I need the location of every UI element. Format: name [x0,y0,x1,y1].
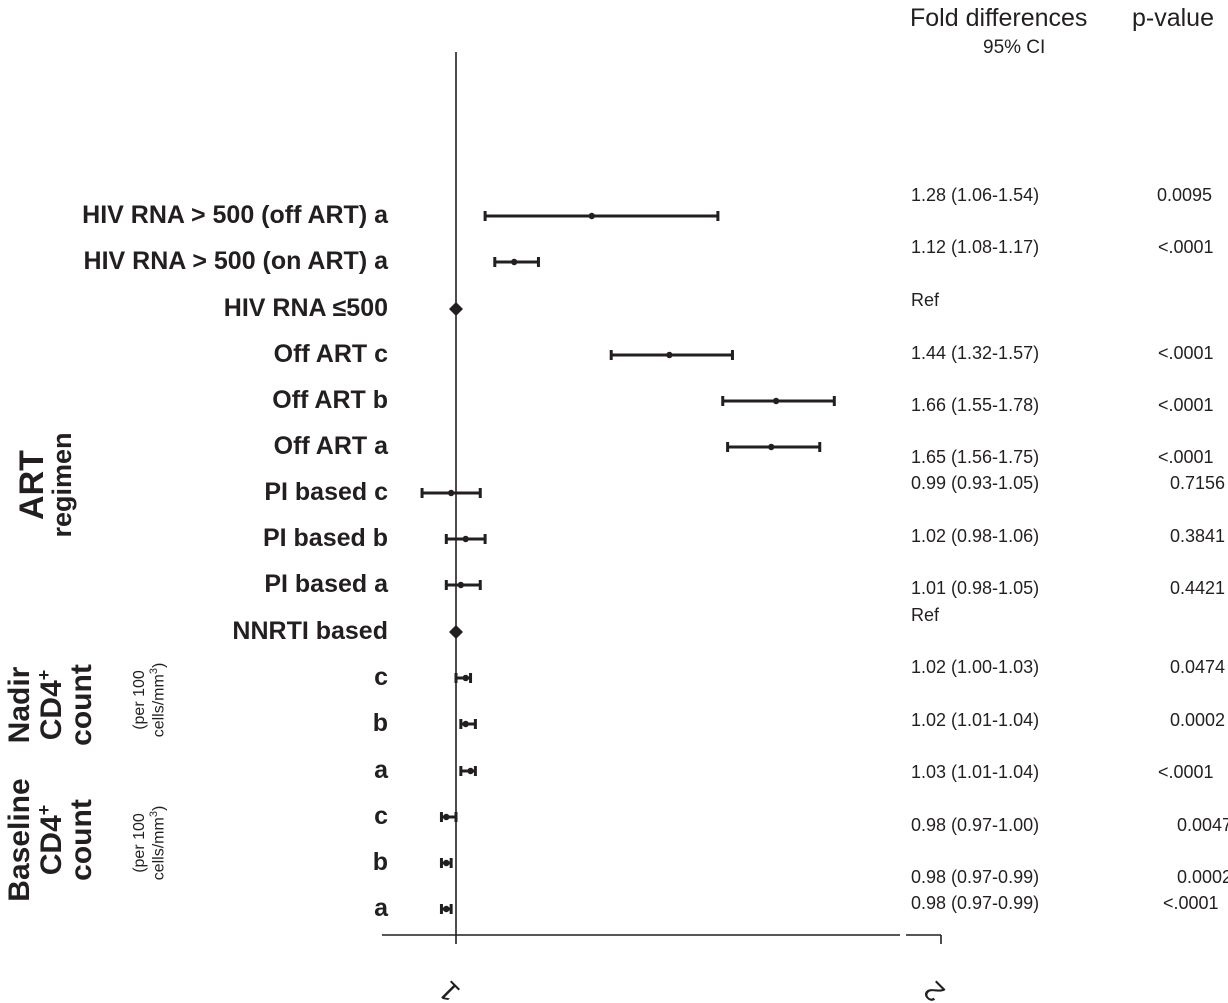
row-label-4: Off ART b [272,386,388,414]
fold-value-15: 0.98 (0.97-0.99) [911,893,1040,913]
p-value-7: 0.3841 [1170,526,1226,546]
p-value-5: <.0001 [1158,447,1214,467]
row-label-3: Off ART c [273,340,388,368]
point-estimate-11 [462,720,469,728]
row-label-14: b [372,848,388,876]
fold-differences-header: Fold differences [910,4,1088,32]
fold-value-6: 0.99 (0.93-1.05) [911,473,1040,493]
point-estimate-4 [772,397,780,405]
point-estimate-14 [443,859,450,867]
p-value-6: 0.7156 [1170,473,1226,493]
fold-value-12: 1.03 (1.01-1.04) [911,762,1040,782]
row-label-12: a [374,756,388,784]
p-value-12: <.0001 [1158,762,1214,782]
x-tick-label-1: 1 [433,975,466,1003]
row-label-13: c [374,802,388,830]
p-value-15: <.0001 [1163,893,1219,913]
ref-marker-2 [449,302,463,316]
row-label-5: Off ART a [273,432,388,460]
point-estimate-5 [768,443,775,451]
p-value-13: 0.0047 [1177,815,1228,835]
point-estimate-10 [462,674,469,682]
row-label-6: PI based c [264,478,388,506]
fold-value-7: 1.02 (0.98-1.06) [911,526,1040,546]
fold-value-8: 1.01 (0.98-1.05) [911,578,1040,598]
p-value-8: 0.4421 [1170,578,1226,598]
p-value-3: <.0001 [1158,343,1214,363]
ci-subheader: 95% CI [983,37,1046,58]
row-label-11: b [372,709,388,737]
point-estimate-13 [443,813,450,821]
point-estimate-8 [457,581,465,589]
point-estimate-3 [666,351,673,359]
fold-value-3: 1.44 (1.32-1.57) [911,343,1040,363]
fold-value-11: 1.02 (1.01-1.04) [911,710,1040,730]
p-value-11: 0.0002 [1170,710,1226,730]
row-label-8: PI based a [264,570,388,598]
p-value-1: <.0001 [1158,237,1214,257]
row-label-15: a [374,894,388,922]
point-estimate-6 [447,489,455,497]
point-estimate-15 [443,905,450,913]
fold-value-1: 1.12 (1.08-1.17) [911,237,1040,257]
p-value-0: 0.0095 [1157,185,1213,205]
fold-value-13: 0.98 (0.97-1.00) [911,815,1040,835]
fold-value-10: 1.02 (1.00-1.03) [911,657,1040,677]
p-value-14: 0.0002 [1177,867,1228,887]
fold-value-14: 0.98 (0.97-0.99) [911,867,1040,887]
point-estimate-0 [588,212,595,220]
p-value-4: <.0001 [1158,395,1214,415]
point-estimate-7 [462,535,469,543]
row-label-2: HIV RNA ≤500 [223,294,388,322]
fold-value-4: 1.66 (1.55-1.78) [911,395,1040,415]
fold-value-5: 1.65 (1.56-1.75) [911,447,1040,467]
point-estimate-12 [467,767,474,775]
x-tick-label-2: 2 [918,975,951,1003]
fold-value-2: Ref [911,290,940,310]
point-estimate-1 [511,258,518,266]
ref-marker-9 [449,625,463,639]
row-label-7: PI based b [262,524,388,552]
p-value-10: 0.0474 [1170,657,1226,677]
fold-value-9: Ref [911,605,940,625]
row-label-0: HIV RNA > 500 (off ART) a [82,201,388,229]
row-label-1: HIV RNA > 500 (on ART) a [83,247,388,275]
row-label-10: c [374,663,388,691]
fold-value-0: 1.28 (1.06-1.54) [911,185,1040,205]
p-value-header: p-value [1132,4,1214,32]
row-label-9: NNRTI based [232,617,388,645]
